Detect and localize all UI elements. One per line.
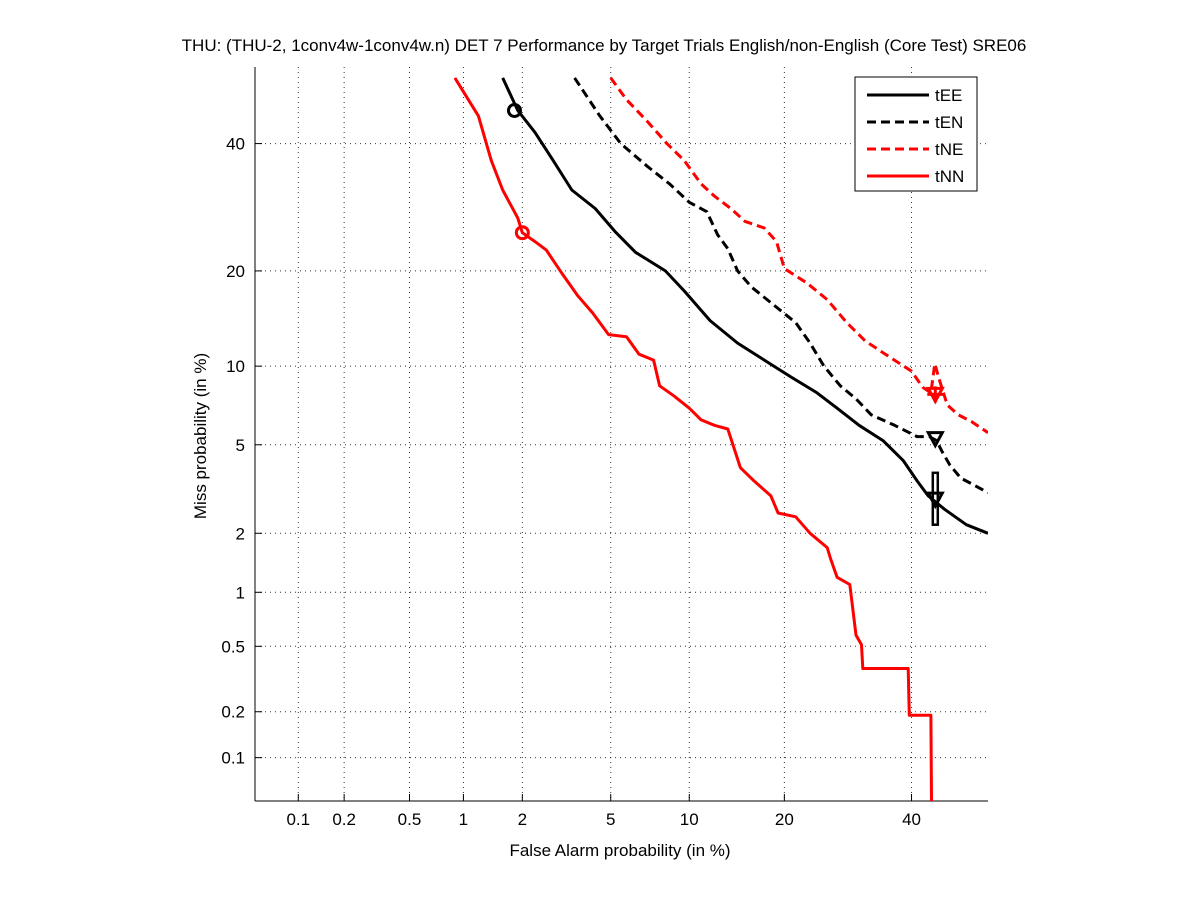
series-box-tEE xyxy=(931,471,940,526)
x-tick-label: 2 xyxy=(518,810,527,829)
y-tick-label: 2 xyxy=(236,524,245,543)
x-axis-ticks: 0.1 0.2 0.5 1 2 5 10 20 40 xyxy=(286,794,921,829)
x-tick-label: 1 xyxy=(459,810,468,829)
min-dcf-marker-tEE xyxy=(506,102,522,118)
y-tick-label: 10 xyxy=(226,357,245,376)
x-axis-title: False Alarm probability (in %) xyxy=(509,841,730,860)
x-tick-label: 0.2 xyxy=(332,810,356,829)
x-tick-label: 40 xyxy=(902,810,921,829)
series-line-tEN xyxy=(573,77,988,495)
legend: tEE tEN tNE tNN xyxy=(854,76,978,192)
x-tick-label: 20 xyxy=(775,810,794,829)
y-tick-label: 40 xyxy=(226,135,245,154)
min-dcf-marker-tEN xyxy=(925,431,945,449)
y-tick-label: 1 xyxy=(236,583,245,602)
x-tick-label: 0.1 xyxy=(286,810,310,829)
series-group xyxy=(453,77,988,801)
y-tick-label: 0.5 xyxy=(221,637,245,656)
y-tick-label: 0.2 xyxy=(221,703,245,722)
legend-label-tNE: tNE xyxy=(935,140,963,159)
y-tick-label: 0.1 xyxy=(221,749,245,768)
x-tick-label: 10 xyxy=(680,810,699,829)
y-tick-label: 5 xyxy=(236,436,245,455)
plot-area xyxy=(254,67,988,802)
chart-title: THU: (THU-2, 1conv4w-1conv4w.n) DET 7 Pe… xyxy=(182,36,1027,55)
y-axis-ticks: 0.1 0.2 0.5 1 2 5 10 20 40 xyxy=(221,135,262,768)
min-dcf-marker-tNN xyxy=(514,225,530,241)
legend-label-tEN: tEN xyxy=(935,113,963,132)
act-dcf-marker-tEE xyxy=(925,491,945,510)
series-line-tNE xyxy=(609,77,988,434)
series-line-tNN xyxy=(453,77,933,801)
legend-label-tEE: tEE xyxy=(935,86,962,105)
legend-label-tNN: tNN xyxy=(935,167,964,186)
y-axis-title: Miss probability (in %) xyxy=(191,353,210,519)
series-line-tEE xyxy=(501,77,988,535)
x-tick-label: 5 xyxy=(606,810,615,829)
y-tick-label: 20 xyxy=(226,262,245,281)
x-tick-label: 0.5 xyxy=(398,810,422,829)
